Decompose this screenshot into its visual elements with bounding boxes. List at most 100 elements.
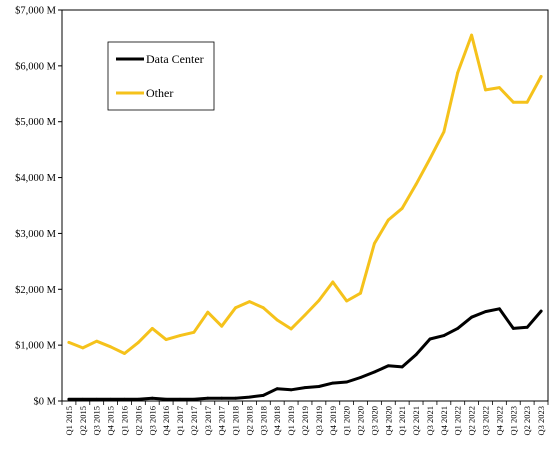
x-tick-label: Q3 2016 [147,406,157,436]
x-tick-label: Q2 2019 [300,406,310,436]
data-point-data-center [498,307,501,311]
x-tick-label: Q4 2021 [439,406,449,436]
x-tick-label: Q3 2022 [481,406,491,436]
data-point-other [220,324,224,328]
x-tick-label: Q3 2023 [536,406,546,436]
x-axis-ticks: Q1 2015 Q2 2015 Q3 2015 Q4 2015 Q1 2016 Q2 20… [61,401,549,436]
data-point-other [206,310,210,314]
x-tick-label: Q3 2017 [203,406,213,436]
data-point-data-center [442,334,446,337]
data-point-other [442,130,446,134]
data-point-data-center [248,395,251,399]
data-point-data-center [414,353,418,356]
x-tick-label: Q1 2023 [508,406,518,436]
legend-label-data-center: Data Center [146,52,204,66]
x-tick-label: Q2 2017 [189,406,199,436]
data-point-other [539,75,543,78]
data-point-other [81,346,85,350]
data-point-data-center [95,397,99,401]
data-point-other [275,318,279,322]
x-tick-label: Q1 2020 [342,406,352,436]
data-point-data-center [164,397,168,401]
data-point-other [498,86,501,89]
data-point-other [359,291,362,295]
data-point-data-center [192,397,196,401]
series-lines [67,33,543,401]
y-tick-label: $3,000 M [15,229,57,240]
data-point-other [525,100,529,104]
data-point-other [178,334,182,337]
x-tick-label: Q2 2015 [78,406,88,436]
x-tick-label: Q4 2020 [383,406,393,436]
data-point-other [248,300,251,303]
x-tick-label: Q3 2020 [369,406,379,436]
legend: Data Center Other [107,41,215,111]
data-point-data-center [317,385,321,388]
data-point-data-center [331,381,335,385]
data-point-other [428,157,432,161]
x-tick-label: Q1 2019 [286,406,296,436]
data-point-data-center [137,397,140,401]
data-point-data-center [386,364,390,368]
data-point-other [511,100,515,104]
legend-label-other: Other [146,86,173,100]
data-point-other [261,306,265,310]
data-point-data-center [178,397,182,401]
data-point-other [123,352,126,355]
data-point-other [137,341,140,344]
data-point-data-center [275,387,279,391]
y-tick-label: $0 M [34,397,57,408]
data-point-data-center [234,396,238,400]
data-point-data-center [470,315,473,319]
x-tick-label: Q1 2018 [231,406,241,436]
data-point-data-center [359,376,362,379]
data-point-data-center [345,380,349,384]
data-point-other [164,338,168,341]
x-tick-label: Q3 2015 [92,406,102,436]
x-tick-label: Q3 2019 [314,406,324,436]
data-point-data-center [539,309,543,313]
data-point-other [456,71,460,74]
data-point-data-center [81,397,85,401]
data-point-other [414,182,418,186]
x-tick-label: Q1 2016 [119,406,129,436]
series-line-data-center [67,307,543,401]
data-point-other [470,33,473,37]
x-tick-label: Q4 2018 [272,406,282,436]
data-point-other [386,218,390,222]
y-tick-label: $5,000 M [15,117,57,128]
data-point-data-center [206,396,210,400]
data-point-other [303,313,307,317]
legend-box [107,41,215,111]
plot-frame [61,9,549,402]
data-point-other [67,341,71,344]
x-tick-label: Q4 2022 [494,406,504,436]
y-tick-label: $7,000 M [15,6,57,17]
x-tick-label: Q2 2021 [411,406,421,436]
x-tick-label: Q4 2015 [106,406,116,436]
x-tick-label: Q2 2023 [522,406,532,436]
data-point-data-center [456,327,460,330]
data-point-other [234,306,238,310]
x-tick-label: Q3 2021 [425,406,435,436]
data-point-data-center [261,394,265,397]
data-point-other [109,345,112,349]
x-tick-label: Q4 2017 [217,406,227,436]
x-tick-label: Q2 2018 [244,406,254,436]
data-point-other [95,339,99,343]
x-tick-label: Q1 2021 [397,406,407,436]
data-point-data-center [220,396,224,400]
x-tick-label: Q4 2016 [161,406,171,436]
data-point-data-center [525,325,529,329]
data-point-data-center [511,327,515,330]
data-point-data-center [400,365,404,369]
data-point-data-center [123,397,126,401]
x-tick-label: Q3 2018 [258,406,268,436]
data-point-data-center [303,386,307,389]
x-tick-label: Q1 2017 [175,406,185,436]
data-point-data-center [109,397,112,401]
x-tick-label: Q2 2020 [356,406,366,436]
data-point-data-center [373,370,376,374]
x-tick-label: Q1 2022 [453,406,463,436]
